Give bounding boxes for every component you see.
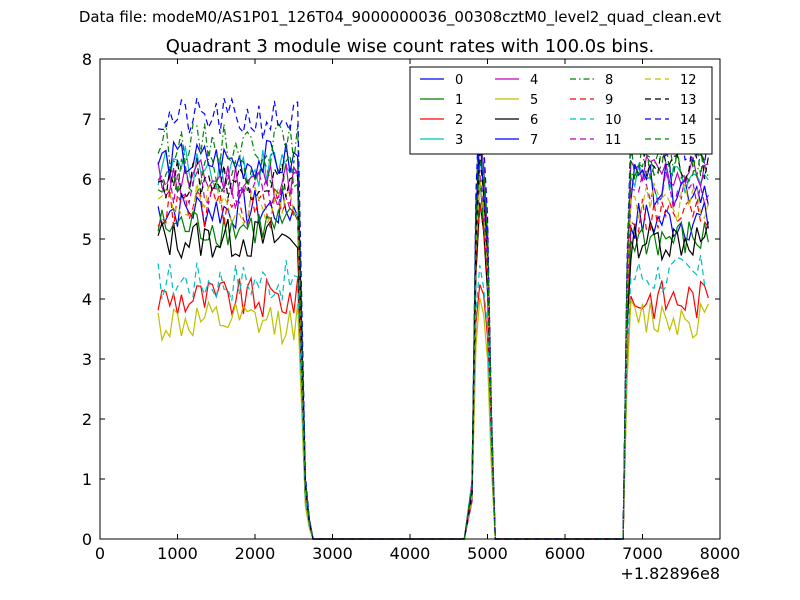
- y-tick-label: 1: [82, 470, 92, 489]
- x-tick-label: 3000: [312, 544, 353, 563]
- legend-label-7: 7: [530, 133, 538, 148]
- x-tick-label: 1000: [157, 544, 198, 563]
- legend-label-0: 0: [455, 73, 463, 88]
- series-line-0: [157, 175, 709, 540]
- x-tick-label: 0: [95, 544, 105, 563]
- legend-label-6: 6: [530, 113, 538, 128]
- x-tick-label: 2000: [235, 544, 276, 563]
- legend-label-11: 11: [605, 133, 622, 148]
- series-line-6: [157, 202, 709, 540]
- x-tick-label: 5000: [467, 544, 508, 563]
- series-line-15: [157, 140, 709, 540]
- x-tick-label: 8000: [700, 544, 741, 563]
- legend-label-4: 4: [530, 73, 538, 88]
- series-layer: [157, 93, 709, 540]
- series-line-9: [157, 187, 709, 540]
- legend-label-15: 15: [680, 133, 697, 148]
- y-tick-label: 0: [82, 530, 92, 549]
- y-tick-label: 2: [82, 410, 92, 429]
- y-tick-label: 5: [82, 230, 92, 249]
- legend-label-10: 10: [605, 113, 622, 128]
- y-tick-label: 8: [82, 50, 92, 69]
- series-line-10: [157, 254, 709, 540]
- series-line-5: [157, 297, 709, 540]
- y-tick-label: 4: [82, 290, 92, 309]
- series-line-7: [157, 131, 709, 540]
- legend-label-1: 1: [455, 93, 463, 108]
- legend-label-14: 14: [680, 113, 697, 128]
- y-tick-label: 7: [82, 110, 92, 129]
- legend-label-5: 5: [530, 93, 538, 108]
- x-tick-label: 4000: [390, 544, 431, 563]
- y-tick-label: 6: [82, 170, 92, 189]
- legend-box: [409, 66, 713, 155]
- x-tick-label: 6000: [545, 544, 586, 563]
- legend-label-8: 8: [605, 73, 613, 88]
- legend-label-2: 2: [455, 113, 463, 128]
- ticks-layer: 0 1000 2000 3000 4000 5000 6000 7000 80000123456…: [82, 50, 741, 563]
- legend-label-9: 9: [605, 93, 613, 108]
- x-tick-label: 7000: [622, 544, 663, 563]
- series-line-13: [157, 140, 709, 540]
- legend-label-3: 3: [455, 133, 463, 148]
- series-line-11: [157, 169, 709, 540]
- chart-title: Quadrant 3 module wise count rates with …: [165, 36, 655, 57]
- x-offset-label: +1.82896e8: [620, 564, 720, 583]
- y-tick-label: 3: [82, 350, 92, 369]
- legend-label-12: 12: [680, 73, 697, 88]
- series-line-12: [157, 176, 709, 540]
- legend-label-13: 13: [680, 93, 697, 108]
- series-line-14: [158, 93, 709, 540]
- data-file-title: Data file: modeM0/AS1P01_126T04_90000000…: [78, 8, 722, 26]
